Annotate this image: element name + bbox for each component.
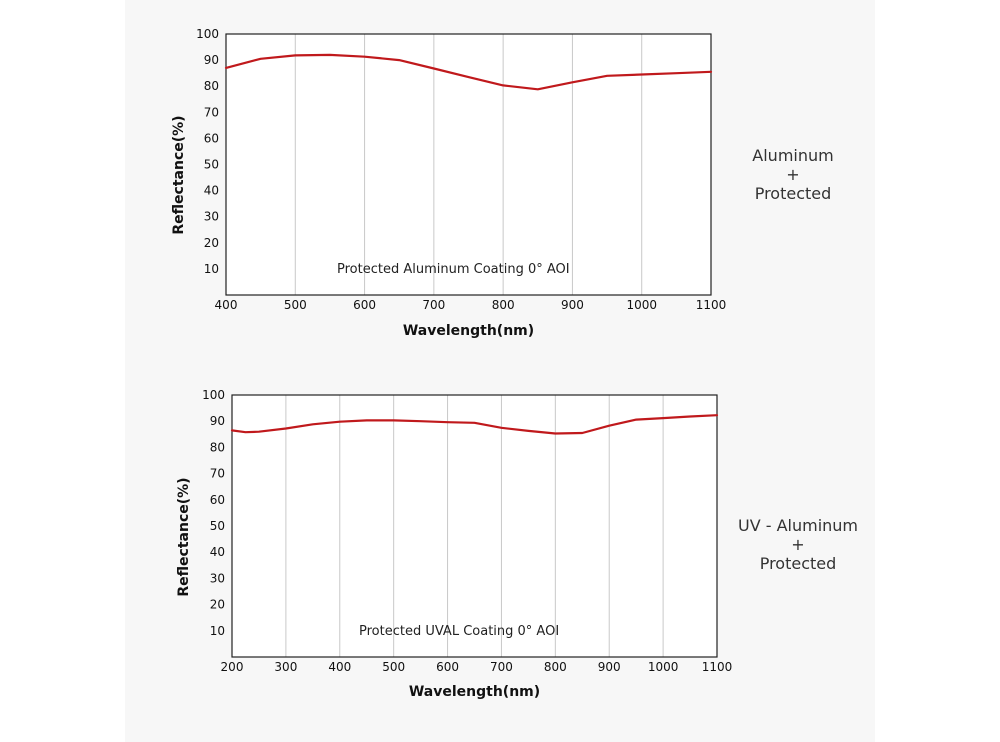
plot-frame [231,394,718,658]
chart-annotation: Protected Aluminum Coating 0° AOI [337,262,570,277]
y-tick-label: 10 [204,262,219,276]
x-tick-label: 900 [598,660,621,674]
y-axis-title: Reflectance(%) [176,477,192,596]
chart-annotation: Protected UVAL Coating 0° AOI [359,624,559,639]
y-tick-label: 70 [210,467,225,481]
y-tick-label: 60 [204,131,219,145]
y-tick-label: 70 [204,105,219,119]
x-tick-label: 1100 [702,660,733,674]
x-tick-label: 400 [215,298,238,312]
plot-area [232,395,717,657]
y-tick-label: 20 [204,236,219,250]
y-tick-label: 90 [210,414,225,428]
y-axis-title: Reflectance(%) [171,115,187,234]
x-tick-label: 500 [284,298,307,312]
x-tick-label: 400 [328,660,351,674]
x-tick-label: 600 [436,660,459,674]
x-tick-label: 1000 [626,298,657,312]
y-tick-label: 30 [204,210,219,224]
x-tick-label: 500 [382,660,405,674]
y-tick-label: 40 [204,184,219,198]
x-tick-label: 1000 [648,660,679,674]
x-tick-label: 900 [561,298,584,312]
y-tick-label: 20 [210,598,225,612]
plot-frame [225,33,712,296]
x-tick-label: 800 [492,298,515,312]
y-tick-label: 50 [204,158,219,172]
side-label-line: Protected [759,554,837,573]
y-tick-label: 90 [204,53,219,67]
y-tick-label: 100 [196,27,219,41]
y-tick-label: 60 [210,493,225,507]
side-label-line: UV - Aluminum [737,516,859,535]
x-tick-label: 1100 [696,298,727,312]
y-tick-label: 50 [210,519,225,533]
side-label-line: Aluminum [752,146,834,165]
x-tick-label: 600 [353,298,376,312]
x-tick-label: 700 [490,660,513,674]
x-tick-label: 200 [221,660,244,674]
side-label-uv-aluminum: UV - Aluminum + Protected [728,516,868,573]
y-tick-label: 80 [204,79,219,93]
reflectance-curve [224,53,713,91]
reflectance-curve [230,414,719,435]
x-axis-title: Wavelength(nm) [409,684,540,700]
side-label-aluminum: Aluminum + Protected [733,146,853,203]
y-tick-label: 30 [210,571,225,585]
side-label-plus: + [786,165,800,184]
x-axis-title: Wavelength(nm) [403,323,534,339]
side-label-plus: + [791,535,805,554]
x-tick-label: 700 [422,298,445,312]
side-label-line: Protected [754,184,832,203]
y-tick-label: 80 [210,440,225,454]
y-tick-label: 10 [210,624,225,638]
x-tick-label: 300 [274,660,297,674]
plot-area [226,34,711,295]
y-tick-label: 100 [202,388,225,402]
y-tick-label: 40 [210,545,225,559]
x-tick-label: 800 [544,660,567,674]
